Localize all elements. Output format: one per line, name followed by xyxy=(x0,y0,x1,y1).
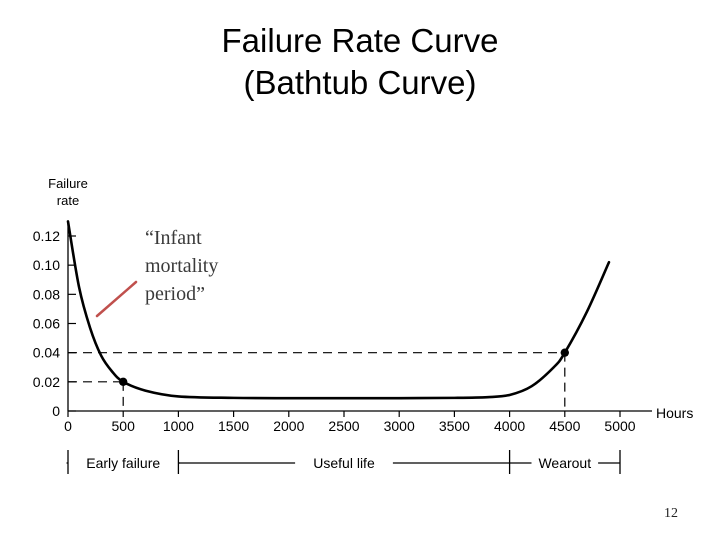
x-tick-label: 3500 xyxy=(439,418,470,434)
x-tick-label: 2000 xyxy=(273,418,304,434)
y-axis-label-line-2: rate xyxy=(57,193,79,208)
x-axis-label: Hours xyxy=(656,405,693,421)
infant-mortality-annotation: “Infant mortality period” xyxy=(145,224,218,308)
period-label: Wearout xyxy=(538,455,591,471)
x-tick-label: 0 xyxy=(64,418,72,434)
infant-mortality-arrow xyxy=(95,280,138,318)
slide-title-line-1: Failure Rate Curve xyxy=(221,22,499,59)
slide-title-line-2: (Bathtub Curve) xyxy=(243,64,477,101)
y-tick-label: 0.12 xyxy=(33,228,60,244)
y-tick-label: 0.06 xyxy=(33,316,60,332)
x-tick-label: 3000 xyxy=(384,418,415,434)
y-tick-label: 0 xyxy=(52,403,60,419)
annotation-line-1: “Infant xyxy=(145,227,202,249)
y-tick-label: 0.08 xyxy=(33,286,60,302)
y-tick-label: 0.10 xyxy=(33,257,60,273)
slide-title: Failure Rate Curve (Bathtub Curve) xyxy=(0,20,720,104)
page-number: 12 xyxy=(664,506,678,521)
period-label: Early failure xyxy=(86,455,160,471)
x-tick-label: 2500 xyxy=(328,418,359,434)
x-tick-label: 4500 xyxy=(549,418,580,434)
period-label: Useful life xyxy=(313,455,375,471)
y-tick-label: 0.02 xyxy=(33,374,60,390)
annotation-line-3: period” xyxy=(145,283,205,305)
x-tick-label: 1000 xyxy=(163,418,194,434)
failure-rate-curve xyxy=(66,220,611,400)
x-tick-label: 1500 xyxy=(218,418,249,434)
x-tick-label: 5000 xyxy=(604,418,635,434)
x-tick-label: 4000 xyxy=(494,418,525,434)
annotation-line-2: mortality xyxy=(145,255,219,277)
marked-point xyxy=(119,377,128,387)
x-tick-label: 500 xyxy=(112,418,136,434)
marked-point xyxy=(560,348,569,357)
y-axis-label-line-1: Failure xyxy=(48,176,88,191)
y-tick-label: 0.04 xyxy=(33,345,60,361)
